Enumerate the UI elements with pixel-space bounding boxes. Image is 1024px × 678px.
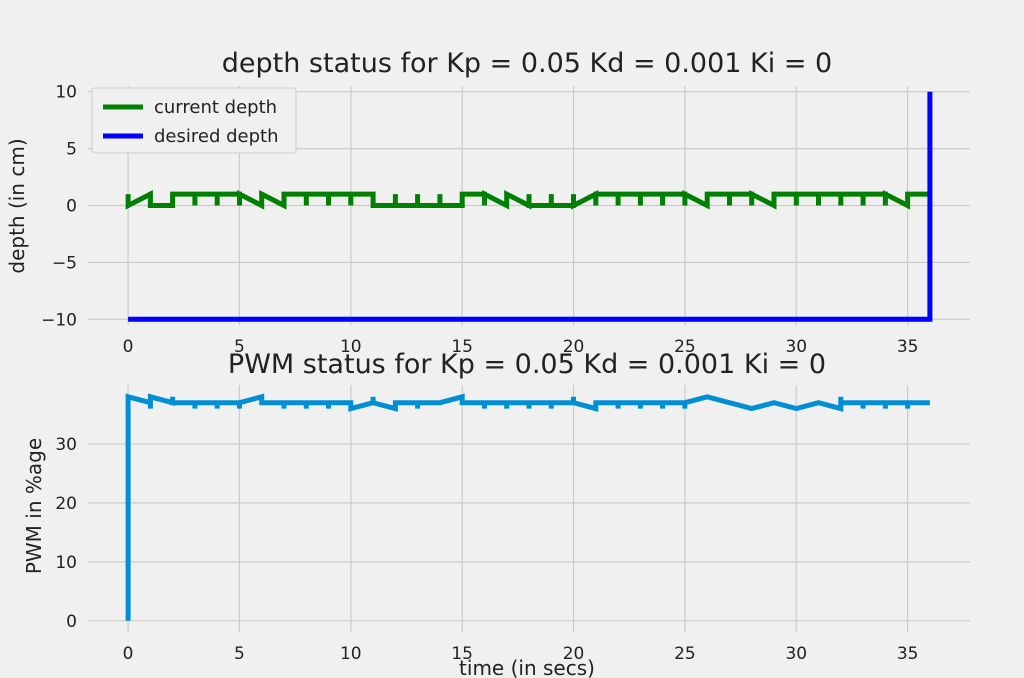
x-tick-label: 0 [123, 644, 134, 664]
y-tick-label: −10 [41, 310, 77, 330]
depth-legend: current depth desired depth [91, 87, 297, 154]
y-tick-label: 10 [55, 83, 77, 103]
pwm-series [125, 393, 930, 621]
pwm-chart-title: PWM status for Kp = 0.05 Kd = 0.001 Ki =… [228, 349, 826, 380]
y-tick-label: 20 [55, 494, 77, 514]
x-tick-label: 10 [340, 644, 362, 664]
depth-series [125, 91, 933, 322]
y-tick-label: −5 [52, 253, 77, 273]
x-tick-label: 0 [123, 337, 134, 357]
y-tick-label: 5 [66, 140, 77, 160]
x-tick-label: 5 [234, 337, 245, 357]
x-tick-label: 25 [674, 644, 696, 664]
depth-x-tick-labels: 0 5 10 15 20 25 30 35 [123, 337, 919, 357]
x-tick-label: 10 [340, 337, 362, 357]
y-tick-label: 0 [66, 612, 77, 632]
x-tick-label: 15 [451, 337, 473, 357]
depth-y-axis-label: depth (in cm) [5, 138, 29, 273]
depth-chart-title: depth status for Kp = 0.05 Kd = 0.001 Ki… [222, 48, 832, 79]
x-tick-label: 5 [234, 644, 245, 664]
pwm-gridlines [88, 385, 970, 632]
series-line-pwm [125, 393, 930, 621]
pwm-chart: 0 10 20 30 0 5 10 15 20 25 30 35 PWM status for Kp… [22, 349, 970, 678]
legend-label-desired-depth: desired depth [154, 126, 279, 147]
depth-y-tick-labels: −10 −5 0 5 10 [41, 83, 77, 331]
x-tick-label: 35 [897, 644, 919, 664]
series-line-current-depth [125, 190, 929, 210]
y-tick-label: 10 [55, 553, 77, 573]
x-tick-label: 15 [451, 644, 473, 664]
legend-label-current-depth: current depth [154, 97, 277, 118]
depth-chart: −10 −5 0 5 10 0 5 10 15 20 25 30 35 depth status fo… [5, 48, 970, 357]
x-tick-label: 35 [897, 337, 919, 357]
pwm-x-axis-label: time (in secs) [459, 656, 595, 678]
pwm-y-axis-label: PWM in %age [22, 438, 46, 574]
x-tick-label: 20 [563, 337, 585, 357]
x-tick-label: 20 [563, 644, 585, 664]
series-line-desired-depth [128, 91, 933, 322]
pwm-y-tick-labels: 0 10 20 30 [55, 435, 77, 632]
y-tick-label: 0 [66, 197, 77, 217]
y-tick-label: 30 [55, 435, 77, 455]
x-tick-label: 30 [785, 337, 807, 357]
x-tick-label: 30 [785, 644, 807, 664]
pwm-x-tick-labels: 0 5 10 15 20 25 30 35 [123, 644, 919, 664]
x-tick-label: 25 [674, 337, 696, 357]
